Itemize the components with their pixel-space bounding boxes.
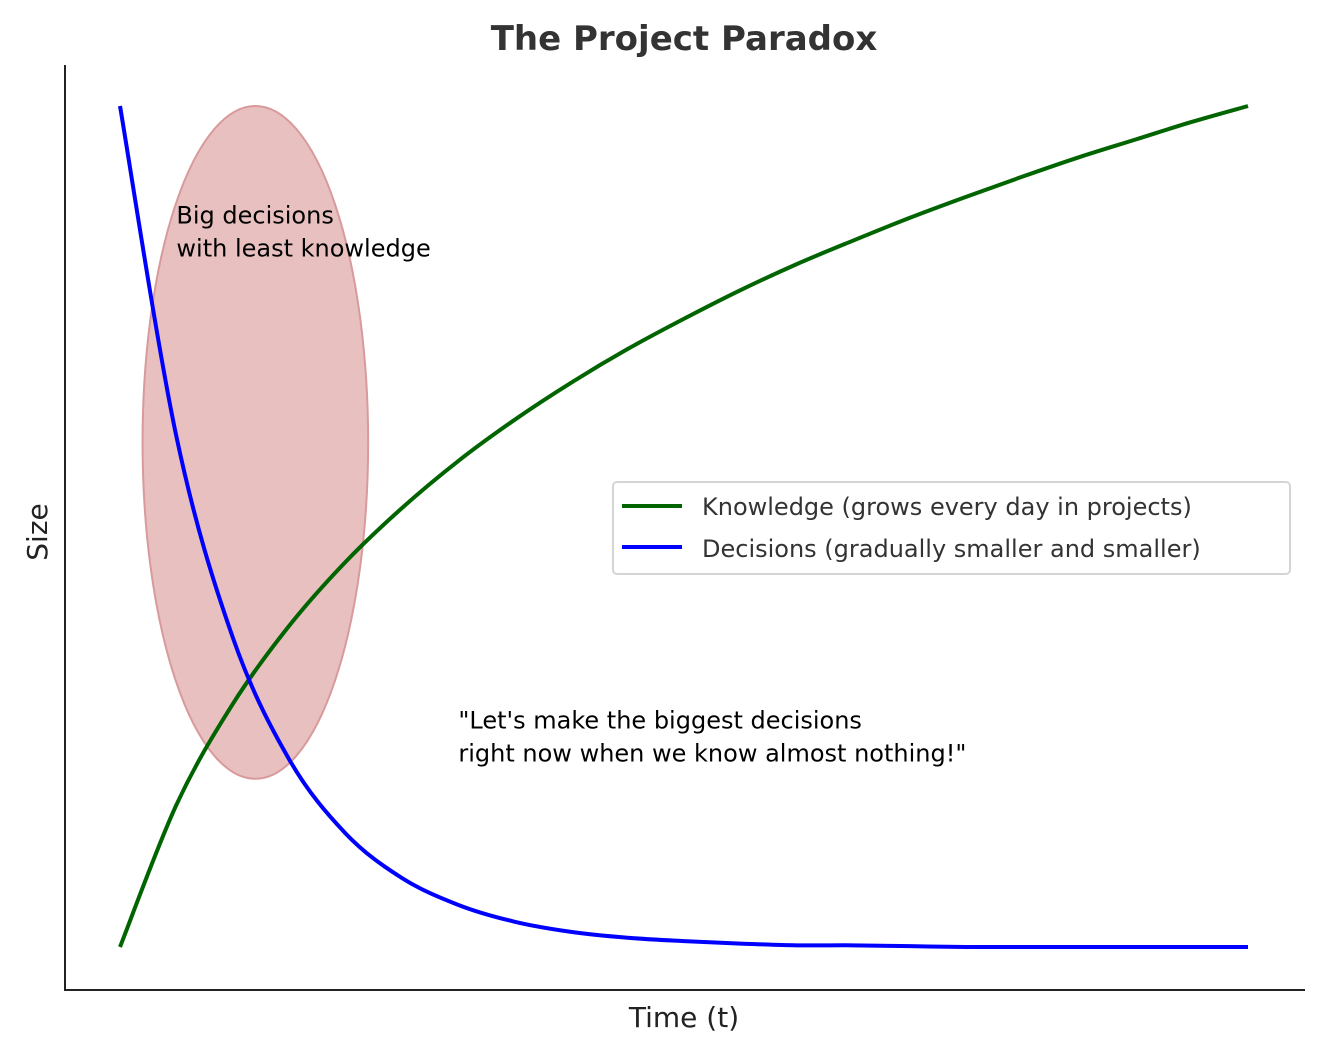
highlight-ellipse	[141, 105, 370, 780]
annotation-line: "Let's make the biggest decisions	[458, 706, 862, 734]
x-axis-label: Time (t)	[628, 1001, 739, 1034]
annotation-line: with least knowledge	[176, 235, 430, 263]
legend-box	[612, 481, 1291, 575]
decisions-line	[118, 105, 1248, 950]
annotation-line: Big decisions	[176, 202, 333, 230]
legend: Knowledge (grows every day in projects) …	[612, 481, 1291, 575]
annotation-line: right now when we know almost nothing!"	[458, 739, 966, 767]
annotation-1: "Let's make the biggest decisions right n…	[458, 706, 966, 767]
legend-label-decisions: Decisions (gradually smaller and smaller…	[702, 535, 1201, 563]
y-axis-label: Size	[21, 503, 54, 560]
annotation-0: Big decisions with least knowledge	[176, 202, 430, 263]
knowledge-line	[118, 104, 1249, 948]
legend-label-knowledge: Knowledge (grows every day in projects)	[702, 493, 1192, 521]
chart-title: The Project Paradox	[491, 19, 878, 59]
